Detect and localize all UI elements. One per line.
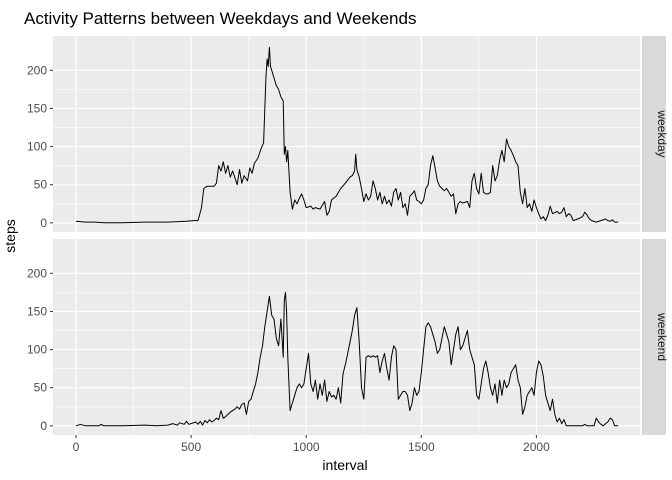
series-line-weekday [75, 46, 619, 224]
y-tick-label: 100 [27, 343, 47, 357]
x-tick-label: 0 [73, 440, 80, 454]
x-axis-title: interval [322, 457, 367, 473]
facet-strip [642, 36, 666, 232]
y-tick-label: 150 [27, 304, 47, 318]
series-line-weekend [75, 291, 619, 427]
panel-background [53, 239, 640, 435]
y-tick-label: 50 [34, 178, 48, 192]
x-tick-label: 1500 [408, 440, 435, 454]
x-tick-label: 500 [181, 440, 201, 454]
y-tick-label: 100 [27, 140, 47, 154]
x-axis: 0 500 1000 1500 2000 [73, 435, 550, 454]
facet-strip-label: weekday [655, 109, 669, 157]
y-tick-label: 200 [27, 266, 47, 280]
panel-weekend: 0 50 100 150 200 weekend [27, 239, 669, 435]
y-axis-title: steps [2, 219, 18, 252]
panel-background [53, 36, 640, 232]
facet-strip-label: weekend [655, 312, 669, 361]
chart-title: Activity Patterns between Weekdays and W… [24, 9, 416, 28]
y-tick-label: 0 [40, 419, 47, 433]
y-tick-label: 150 [27, 101, 47, 115]
y-tick-label: 0 [40, 216, 47, 230]
x-tick-label: 1000 [293, 440, 320, 454]
x-tick-label: 2000 [523, 440, 550, 454]
facet-strip [642, 239, 666, 435]
y-tick-label: 200 [27, 63, 47, 77]
y-tick-label: 50 [34, 381, 48, 395]
panels-layer: 0 50 100 150 200 weekday 0 50 100 150 200 weekend [27, 36, 669, 435]
panel-weekday: 0 50 100 150 200 weekday [27, 36, 669, 232]
